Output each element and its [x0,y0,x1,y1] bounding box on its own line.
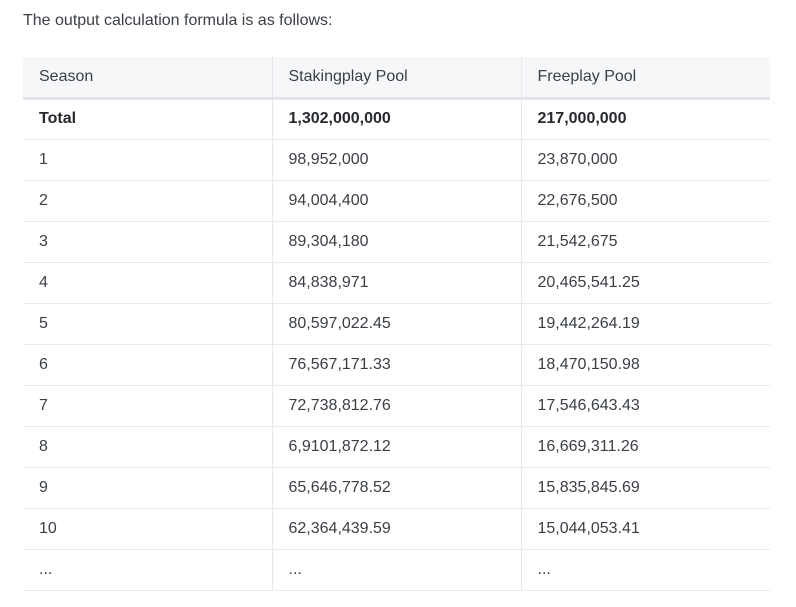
table-row: 9 65,646,778.52 15,835,845.69 [23,467,770,509]
cell-stakingplay: 65,646,778.52 [272,467,522,509]
cell-season: ... [23,549,273,591]
table-body: Total 1,302,000,000 217,000,000 1 98,952… [23,98,770,591]
cell-freeplay: ... [521,549,770,591]
pool-output-table: Season Stakingplay Pool Freeplay Pool To… [23,57,770,591]
cell-season: 6 [23,344,273,386]
cell-stakingplay: 6,9101,872.12 [272,426,522,468]
table-row: 5 80,597,022.45 19,442,264.19 [23,303,770,345]
cell-freeplay: 18,470,150.98 [521,344,770,386]
table-row-total: Total 1,302,000,000 217,000,000 [23,98,770,140]
cell-season: 2 [23,180,273,222]
cell-season: 3 [23,221,273,263]
cell-freeplay: 23,870,000 [521,139,770,181]
cell-stakingplay: 84,838,971 [272,262,522,304]
cell-stakingplay: 89,304,180 [272,221,522,263]
header-season: Season [23,57,273,100]
table-row: 6 76,567,171.33 18,470,150.98 [23,344,770,386]
header-freeplay-pool: Freeplay Pool [521,57,770,100]
cell-stakingplay: 80,597,022.45 [272,303,522,345]
cell-season: 5 [23,303,273,345]
table-row-ellipsis: ... ... ... [23,549,770,591]
cell-season: Total [23,98,273,140]
table-row: 3 89,304,180 21,542,675 [23,221,770,263]
cell-stakingplay: 1,302,000,000 [272,98,522,140]
cell-stakingplay: ... [272,549,522,591]
cell-freeplay: 21,542,675 [521,221,770,263]
intro-text: The output calculation formula is as fol… [23,12,333,29]
table-header: Season Stakingplay Pool Freeplay Pool [23,57,770,100]
cell-stakingplay: 62,364,439.59 [272,508,522,550]
table-row: 1 98,952,000 23,870,000 [23,139,770,181]
table-row: 4 84,838,971 20,465,541.25 [23,262,770,304]
header-stakingplay-pool: Stakingplay Pool [272,57,522,100]
cell-stakingplay: 72,738,812.76 [272,385,522,427]
table-header-row: Season Stakingplay Pool Freeplay Pool [23,57,770,100]
table-row: 10 62,364,439.59 15,044,053.41 [23,508,770,550]
table-row: 8 6,9101,872.12 16,669,311.26 [23,426,770,468]
cell-freeplay: 22,676,500 [521,180,770,222]
cell-season: 9 [23,467,273,509]
cell-freeplay: 217,000,000 [521,98,770,140]
cell-freeplay: 15,044,053.41 [521,508,770,550]
table-row: 2 94,004,400 22,676,500 [23,180,770,222]
cell-season: 10 [23,508,273,550]
cell-freeplay: 17,546,643.43 [521,385,770,427]
cell-stakingplay: 94,004,400 [272,180,522,222]
table-row: 7 72,738,812.76 17,546,643.43 [23,385,770,427]
cell-freeplay: 15,835,845.69 [521,467,770,509]
cell-freeplay: 16,669,311.26 [521,426,770,468]
cell-season: 7 [23,385,273,427]
cell-season: 1 [23,139,273,181]
cell-season: 8 [23,426,273,468]
cell-freeplay: 19,442,264.19 [521,303,770,345]
cell-freeplay: 20,465,541.25 [521,262,770,304]
cell-stakingplay: 98,952,000 [272,139,522,181]
cell-season: 4 [23,262,273,304]
cell-stakingplay: 76,567,171.33 [272,344,522,386]
